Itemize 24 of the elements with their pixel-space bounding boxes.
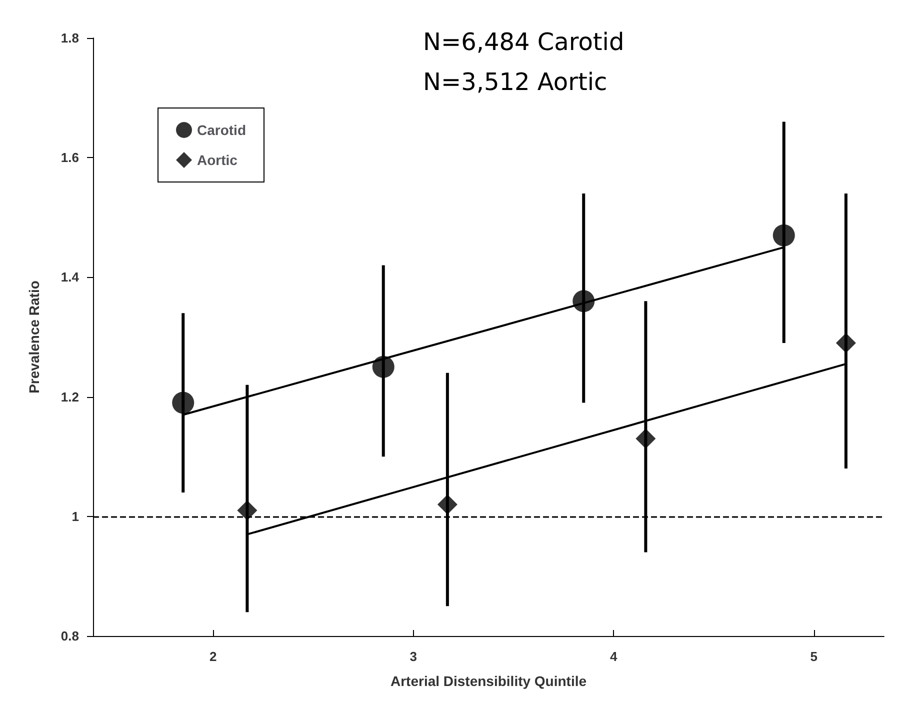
y-tick-label: 1.6	[60, 150, 79, 166]
point	[636, 428, 656, 449]
y-tick-label: 1.8	[60, 30, 79, 46]
point	[836, 332, 856, 353]
legend-label: Aortic	[197, 152, 238, 168]
x-tick-label: 4	[610, 649, 618, 664]
annotation: N=6,484 Carotid	[423, 28, 624, 56]
point	[372, 356, 394, 378]
legend-label: Carotid	[197, 122, 246, 138]
x-tick-label: 3	[410, 649, 418, 664]
point	[172, 392, 194, 414]
x-axis-title: Arterial Distensibility Quintile	[390, 673, 587, 689]
y-axis-title: Prevalence Ratio	[26, 280, 42, 394]
x-tick-label: 2	[210, 649, 217, 664]
point	[237, 500, 258, 520]
x-tick-label: 5	[810, 649, 818, 664]
y-tick-label: 1.2	[60, 389, 79, 404]
point	[437, 494, 458, 514]
y-tick-label: 1	[72, 508, 79, 524]
annotation: N=3,512 Aortic	[423, 68, 608, 96]
point	[772, 224, 795, 246]
y-tick-label: 1.4	[60, 270, 80, 285]
y-tick-label: 0.8	[60, 628, 79, 644]
point	[572, 290, 595, 312]
